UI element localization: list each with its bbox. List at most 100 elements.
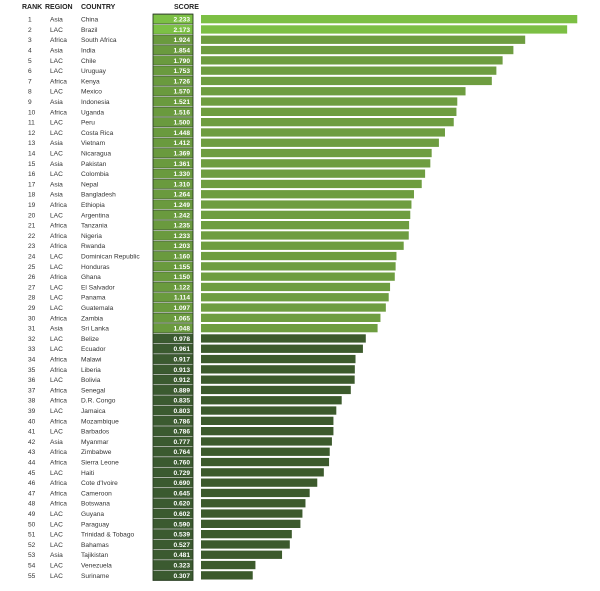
country-cell: Panama (81, 295, 106, 302)
score-value: 0.539 (173, 532, 190, 539)
rank-cell: 11 (28, 120, 35, 127)
rank-cell: 38 (28, 398, 36, 405)
rank-cell: 45 (28, 470, 36, 477)
score-value: 0.917 (173, 357, 190, 364)
score-value: 1.448 (173, 130, 190, 137)
rank-cell: 12 (28, 130, 36, 137)
region-cell: Africa (50, 233, 67, 240)
score-bar (201, 251, 397, 261)
score-bar (201, 272, 395, 281)
region-cell: Africa (50, 223, 67, 230)
score-bar (201, 447, 330, 456)
score-value: 1.235 (173, 223, 190, 230)
country-cell: Bahamas (81, 542, 110, 549)
country-cell: Myanmar (81, 439, 109, 446)
rank-cell: 16 (28, 171, 36, 178)
region-cell: Africa (50, 480, 67, 487)
rank-cell: 22 (28, 233, 36, 240)
rank-header: RANK (22, 4, 43, 11)
region-cell: Africa (50, 357, 67, 364)
region-cell: LAC (50, 254, 63, 261)
score-value: 1.516 (173, 109, 190, 116)
score-value: 0.777 (173, 439, 190, 446)
rank-cell: 29 (28, 305, 36, 312)
rank-cell: 39 (28, 408, 36, 415)
region-cell: Asia (50, 181, 63, 188)
rank-cell: 55 (28, 573, 36, 580)
region-cell: Asia (50, 552, 63, 559)
score-bar (201, 35, 526, 44)
country-cell: Cote d'Ivoire (81, 480, 118, 487)
country-cell: Trinidad & Tobago (81, 532, 134, 539)
region-cell: LAC (50, 305, 63, 312)
score-bar (201, 45, 514, 55)
score-value: 1.160 (173, 254, 190, 261)
score-value: 0.803 (173, 408, 190, 415)
region-cell: Asia (50, 326, 63, 333)
score-bar (201, 303, 386, 312)
rank-cell: 28 (28, 295, 36, 302)
score-value: 1.369 (173, 151, 190, 158)
score-bar (201, 385, 351, 395)
country-cell: Vietnam (81, 140, 106, 147)
score-value: 1.233 (173, 233, 190, 240)
score-bar (201, 87, 466, 96)
country-cell: Costa Rica (81, 130, 114, 137)
region-cell: Asia (50, 48, 63, 55)
country-cell: Peru (81, 120, 95, 127)
score-value: 1.500 (173, 120, 190, 127)
score-value: 1.310 (173, 181, 190, 188)
region-cell: LAC (50, 429, 63, 436)
country-cell: Mozambique (81, 418, 119, 425)
country-cell: Belize (81, 336, 99, 343)
score-value: 1.114 (174, 295, 190, 302)
region-cell: LAC (50, 573, 63, 580)
rank-cell: 13 (28, 140, 36, 147)
country-cell: Ecuador (81, 346, 106, 353)
region-cell: Asia (50, 192, 63, 199)
rank-cell: 9 (28, 99, 32, 106)
region-cell: Africa (50, 501, 67, 508)
region-cell: Africa (50, 418, 67, 425)
score-value: 1.264 (173, 192, 190, 199)
country-cell: Chile (81, 58, 96, 65)
region-cell: LAC (50, 284, 63, 291)
rank-cell: 49 (28, 511, 36, 518)
rank-cell: 35 (28, 367, 36, 374)
rank-cell: 21 (28, 223, 36, 230)
rank-cell: 6 (28, 68, 32, 75)
rank-cell: 37 (28, 387, 36, 394)
score-value: 0.764 (173, 449, 190, 456)
region-cell: Africa (50, 78, 67, 85)
country-cell: Barbados (81, 429, 110, 436)
score-bar (201, 550, 283, 559)
rank-cell: 18 (28, 192, 36, 199)
score-column-frame (152, 13, 194, 581)
score-bar (201, 344, 363, 353)
region-cell: LAC (50, 511, 63, 518)
rank-cell: 30 (28, 315, 36, 322)
region-cell: Asia (50, 17, 63, 24)
country-cell: Argentina (81, 212, 110, 219)
country-cell: Bangladesh (81, 192, 116, 199)
score-bar (201, 190, 414, 199)
country-cell: Tanzania (81, 223, 108, 230)
country-cell: South Africa (81, 37, 117, 44)
region-cell: Africa (50, 387, 67, 394)
country-cell: El Salvador (81, 284, 116, 291)
rank-cell: 1 (28, 17, 32, 24)
score-bar (201, 128, 445, 137)
rank-cell: 33 (28, 346, 36, 353)
score-bar (201, 324, 378, 333)
rank-cell: 40 (28, 418, 36, 425)
rank-cell: 3 (28, 37, 32, 44)
score-value: 1.361 (173, 161, 190, 168)
country-cell: Brazil (81, 27, 98, 34)
country-cell: Uganda (81, 109, 104, 116)
country-cell: Sierra Leone (81, 460, 119, 467)
region-cell: LAC (50, 408, 63, 415)
score-value: 0.602 (173, 511, 190, 518)
score-bar (201, 457, 330, 467)
country-cell: Zimbabwe (81, 449, 112, 456)
score-value: 1.330 (173, 171, 190, 178)
